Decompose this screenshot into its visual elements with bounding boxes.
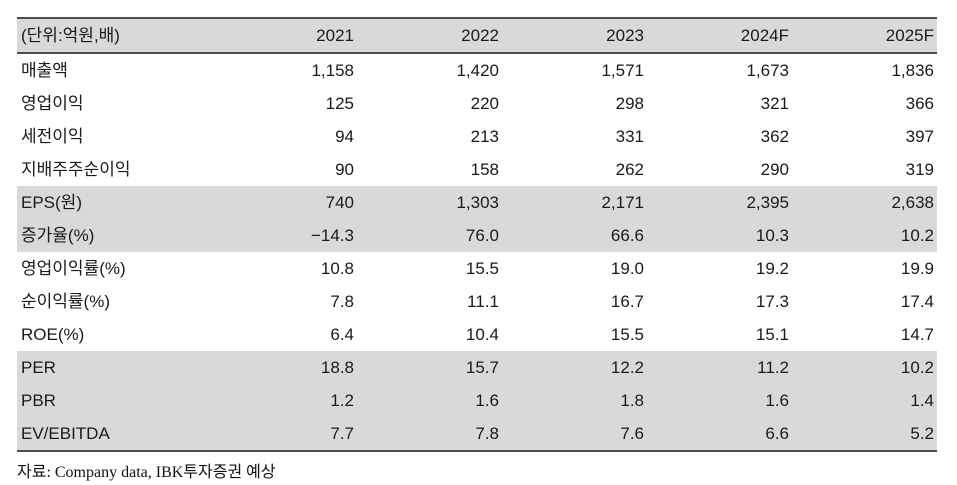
row-label: PBR <box>21 391 56 410</box>
row-label: 증가율(%) <box>21 226 95 245</box>
table-row: 영업이익 125 220 298 321 366 <box>17 87 937 120</box>
table-row: 세전이익 94 213 331 362 397 <box>17 120 937 153</box>
row-label: 매출액 <box>21 61 68 80</box>
cell-value: 10.4 <box>465 325 499 344</box>
cell-value: 2,171 <box>601 193 644 212</box>
cell-value: 331 <box>615 127 644 146</box>
cell-value: 220 <box>470 94 499 113</box>
cell-value: 15.1 <box>755 325 789 344</box>
cell-value: 10.3 <box>755 226 789 245</box>
row-label: 영업이익 <box>21 94 84 113</box>
cell-value: 17.3 <box>755 292 789 311</box>
cell-value: 319 <box>905 160 934 179</box>
cell-value: 7.6 <box>620 424 644 443</box>
table-body: 매출액 1,158 1,420 1,571 1,673 1,836 영업이익 125 220 29… <box>17 53 937 451</box>
cell-value: 321 <box>760 94 789 113</box>
cell-value: 11.2 <box>757 358 789 377</box>
financial-estimates-table: (단위:억원,배) 2021 2022 2023 2024F 2025F 매출액 1,15… <box>17 17 937 452</box>
column-header-2024f: 2024F <box>740 26 789 45</box>
source-note: 자료: Company data, IBK투자증권 예상 <box>17 464 276 481</box>
cell-value: 740 <box>325 193 354 212</box>
cell-value: 19.9 <box>900 259 934 278</box>
cell-value: 1,158 <box>311 61 354 80</box>
cell-value: 1,571 <box>601 61 644 80</box>
row-label: ROE(%) <box>21 325 85 344</box>
cell-value: 290 <box>760 160 789 179</box>
cell-value: 397 <box>905 127 934 146</box>
unit-label: (단위:억원,배) <box>21 26 120 45</box>
cell-value: 213 <box>470 127 499 146</box>
cell-value: 15.5 <box>465 259 499 278</box>
table-row: PBR 1.2 1.6 1.8 1.6 1.4 <box>17 384 937 417</box>
row-label: PER <box>21 358 56 377</box>
cell-value: 1.2 <box>330 391 354 410</box>
table-row: EV/EBITDA 7.7 7.8 7.6 6.6 5.2 <box>17 417 937 451</box>
cell-value: 10.8 <box>320 259 354 278</box>
cell-value: −14.3 <box>310 226 354 245</box>
cell-value: 158 <box>470 160 499 179</box>
cell-value: 1,420 <box>456 61 499 80</box>
cell-value: 15.5 <box>610 325 644 344</box>
column-header-2022: 2022 <box>461 26 499 45</box>
cell-value: 1,673 <box>746 61 789 80</box>
table-row: 매출액 1,158 1,420 1,571 1,673 1,836 <box>17 53 937 87</box>
cell-value: 19.0 <box>610 259 644 278</box>
table-row: 지배주주순이익 90 158 262 290 319 <box>17 153 937 186</box>
table-row: EPS(원) 740 1,303 2,171 2,395 2,638 <box>17 186 937 219</box>
cell-value: 6.6 <box>765 424 789 443</box>
row-label: 지배주주순이익 <box>21 160 131 179</box>
cell-value: 10.2 <box>900 358 934 377</box>
cell-value: 1.6 <box>765 391 789 410</box>
table-row: 영업이익률(%) 10.8 15.5 19.0 19.2 19.9 <box>17 252 937 285</box>
cell-value: 6.4 <box>330 325 354 344</box>
table-header-row: (단위:억원,배) 2021 2022 2023 2024F 2025F <box>17 18 937 53</box>
cell-value: 10.2 <box>900 226 934 245</box>
cell-value: 5.2 <box>910 424 934 443</box>
table-row: PER 18.8 15.7 12.2 11.2 10.2 <box>17 351 937 384</box>
cell-value: 1.8 <box>620 391 644 410</box>
column-header-2021: 2021 <box>316 26 354 45</box>
cell-value: 90 <box>335 160 354 179</box>
table-row: 증가율(%) −14.3 76.0 66.6 10.3 10.2 <box>17 219 937 252</box>
cell-value: 19.2 <box>755 259 789 278</box>
cell-value: 17.4 <box>900 292 934 311</box>
column-header-2023: 2023 <box>606 26 644 45</box>
cell-value: 262 <box>615 160 644 179</box>
cell-value: 11.1 <box>467 292 499 311</box>
cell-value: 7.8 <box>475 424 499 443</box>
cell-value: 125 <box>325 94 354 113</box>
column-header-2025f: 2025F <box>885 26 934 45</box>
cell-value: 1,303 <box>456 193 499 212</box>
cell-value: 14.7 <box>900 325 934 344</box>
cell-value: 12.2 <box>610 358 644 377</box>
cell-value: 1.6 <box>475 391 499 410</box>
row-label: 세전이익 <box>21 127 84 146</box>
cell-value: 7.8 <box>330 292 354 311</box>
cell-value: 94 <box>335 127 354 146</box>
row-label: EPS(원) <box>21 193 82 212</box>
cell-value: 16.7 <box>610 292 644 311</box>
cell-value: 18.8 <box>320 358 354 377</box>
cell-value: 298 <box>615 94 644 113</box>
cell-value: 2,638 <box>891 193 934 212</box>
row-label: 순이익률(%) <box>21 292 110 311</box>
row-label: 영업이익률(%) <box>21 259 126 278</box>
cell-value: 1.4 <box>910 391 934 410</box>
table-row: ROE(%) 6.4 10.4 15.5 15.1 14.7 <box>17 318 937 351</box>
cell-value: 1,836 <box>891 61 934 80</box>
cell-value: 15.7 <box>465 358 499 377</box>
cell-value: 2,395 <box>746 193 789 212</box>
row-label: EV/EBITDA <box>21 424 110 443</box>
cell-value: 66.6 <box>610 226 644 245</box>
cell-value: 366 <box>905 94 934 113</box>
cell-value: 76.0 <box>465 226 499 245</box>
cell-value: 362 <box>760 127 789 146</box>
table-row: 순이익률(%) 7.8 11.1 16.7 17.3 17.4 <box>17 285 937 318</box>
cell-value: 7.7 <box>330 424 354 443</box>
